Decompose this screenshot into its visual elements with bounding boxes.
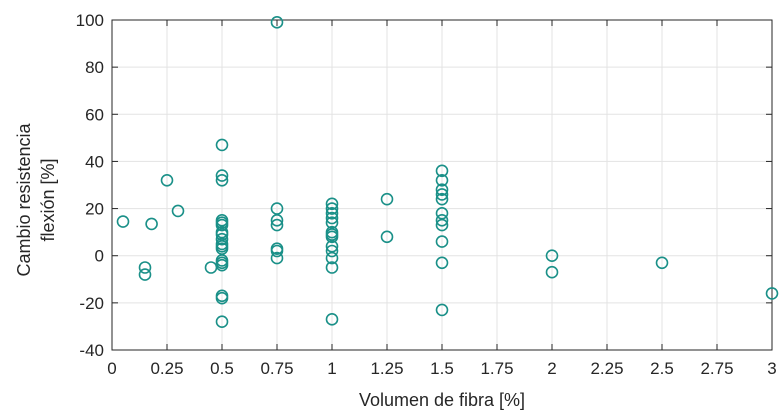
y-tick-label: 60 <box>85 105 104 124</box>
data-point <box>435 173 449 187</box>
x-axis-label: Volumen de fibra [%] <box>359 390 525 410</box>
data-point <box>215 315 229 329</box>
data-point <box>325 206 339 220</box>
y-tick-label: -40 <box>79 341 104 360</box>
data-point <box>215 218 229 232</box>
data-point <box>325 261 339 274</box>
data-point <box>545 265 559 279</box>
data-point <box>380 230 394 244</box>
data-point <box>215 173 229 187</box>
y-tick-label: 0 <box>95 247 104 266</box>
data-point <box>270 218 284 232</box>
data-point <box>215 258 229 272</box>
y-axis-label-line-1: Cambio resistencia <box>14 122 34 276</box>
data-point <box>325 202 339 215</box>
y-tick-label: 100 <box>76 11 104 30</box>
x-tick-label: 0 <box>107 359 116 378</box>
data-point <box>215 138 229 152</box>
data-point <box>171 204 185 218</box>
x-tick-label: 1.25 <box>370 359 403 378</box>
y-axis-label: Cambio resistencia flexión [%] <box>14 122 58 276</box>
data-point <box>435 235 449 248</box>
y-tick-label: 20 <box>85 200 104 219</box>
data-point <box>435 183 449 197</box>
y-tick-label: 80 <box>85 58 104 77</box>
data-point <box>435 188 449 201</box>
data-point <box>215 232 229 246</box>
data-point <box>435 214 449 227</box>
y-axis-ticks: -40 -20 0 20 40 60 80 100 <box>76 11 772 360</box>
data-point <box>138 261 152 274</box>
x-tick-label: 0.5 <box>210 359 234 378</box>
data-point <box>435 256 449 270</box>
data-point <box>138 268 152 281</box>
x-tick-label: 2 <box>547 359 556 378</box>
data-point <box>325 211 339 225</box>
data-point <box>145 217 158 231</box>
data-point <box>435 192 449 206</box>
data-point <box>435 164 449 178</box>
data-point <box>215 291 229 305</box>
data-point <box>325 197 339 211</box>
data-point <box>270 16 284 29</box>
x-tick-label: 2.75 <box>700 359 733 378</box>
x-tick-label: 1.75 <box>480 359 513 378</box>
data-point <box>116 215 130 228</box>
data-point <box>325 251 339 265</box>
data-point <box>655 256 669 270</box>
data-point <box>325 230 339 244</box>
x-tick-label: 2.5 <box>650 359 674 378</box>
data-point <box>204 261 218 274</box>
data-point <box>765 287 779 300</box>
data-point <box>270 251 284 265</box>
y-tick-label: 40 <box>85 152 104 171</box>
data-point <box>270 214 284 227</box>
x-axis-ticks: 0 0.25 0.5 0.75 1 1.25 1.5 1.75 2 2.25 2.5 2.75 3 <box>107 20 777 378</box>
data-point <box>380 192 394 206</box>
data-point <box>270 244 284 258</box>
x-tick-label: 1.5 <box>430 359 454 378</box>
x-tick-label: 0.75 <box>260 359 293 378</box>
y-axis-label-line-2: flexión [%] <box>38 158 58 241</box>
data-point <box>325 244 339 258</box>
data-point <box>435 218 449 232</box>
data-point <box>545 249 559 263</box>
y-tick-label: -20 <box>79 294 104 313</box>
data-point <box>215 169 229 182</box>
x-tick-label: 1 <box>327 359 336 378</box>
data-point <box>325 313 339 326</box>
x-tick-label: 2.25 <box>590 359 623 378</box>
x-tick-label: 0.25 <box>150 359 183 378</box>
data-point <box>435 303 449 317</box>
data-points <box>116 16 779 329</box>
x-tick-label: 3 <box>767 359 776 378</box>
data-point <box>160 173 174 187</box>
